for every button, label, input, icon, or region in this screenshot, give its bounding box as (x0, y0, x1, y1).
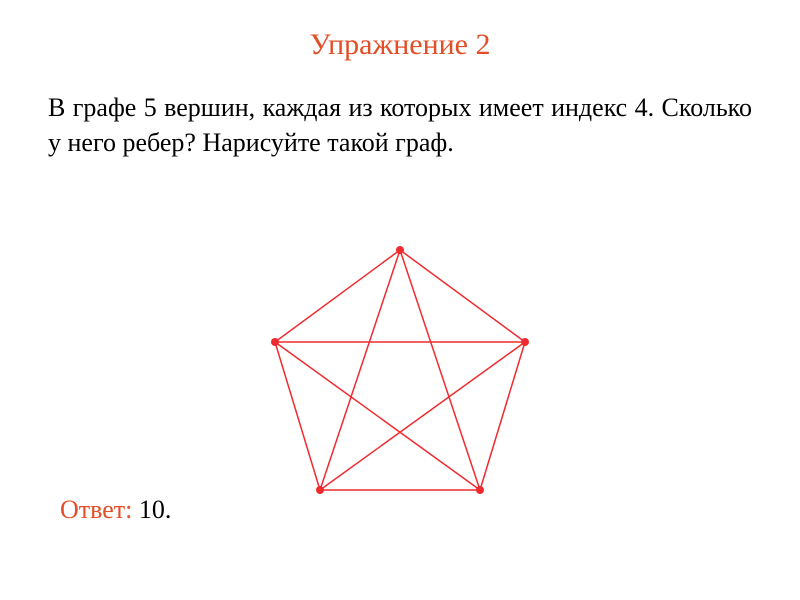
answer-label: Ответ: (60, 495, 139, 524)
graph-edge (400, 250, 480, 490)
graph-node (316, 486, 324, 494)
graph-node (476, 486, 484, 494)
answer-value: 10. (139, 495, 172, 524)
graph-edge (480, 342, 525, 490)
answer-block: Ответ: 10. (60, 495, 171, 525)
graph-edge (320, 250, 400, 490)
graph-node (271, 338, 279, 346)
exercise-title: Упражнение 2 (0, 0, 800, 62)
graph-edge (275, 342, 320, 490)
graph-node (521, 338, 529, 346)
k5-graph (240, 230, 560, 510)
graph-edge (275, 250, 400, 342)
graph-edge (275, 342, 480, 490)
graph-edge (320, 342, 525, 490)
problem-statement: В графе 5 вершин, каждая из которых имее… (0, 90, 800, 160)
graph-edge (400, 250, 525, 342)
graph-node (396, 246, 404, 254)
graph-figure (240, 230, 560, 510)
